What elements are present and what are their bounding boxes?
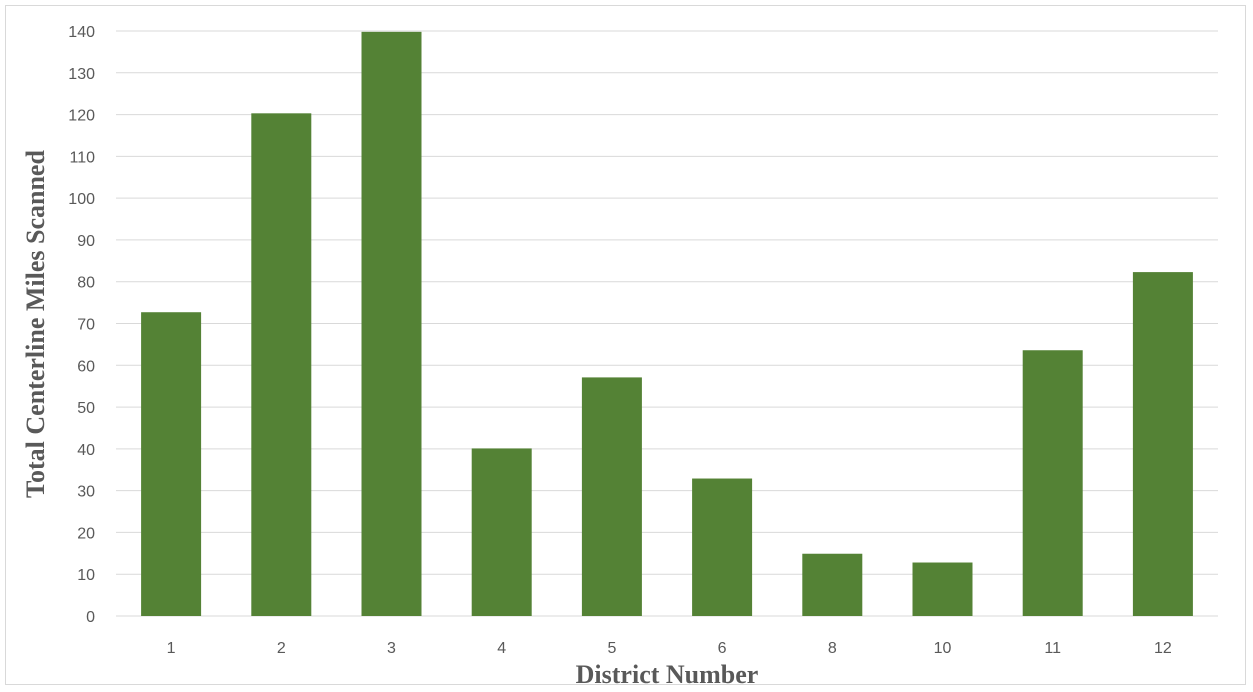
bar-district-11: [1022, 350, 1083, 616]
y-tick-label: 0: [86, 609, 95, 626]
x-tick-label: 4: [497, 640, 506, 657]
y-tick-label: 120: [68, 108, 95, 125]
y-tick-label: 80: [77, 275, 95, 292]
x-tick-label: 1: [167, 640, 176, 657]
x-tick-label: 6: [718, 640, 727, 657]
y-tick-label: 60: [77, 358, 95, 375]
x-tick-label: 12: [1154, 640, 1172, 657]
y-tick-label: 90: [77, 233, 95, 250]
y-tick-label: 140: [68, 24, 95, 41]
y-axis-title: Total Centerline Miles Scanned: [21, 150, 50, 498]
bar-district-10: [912, 562, 973, 616]
y-tick-label: 100: [68, 191, 95, 208]
y-tick-label: 40: [77, 442, 95, 459]
bar-district-3: [361, 31, 422, 617]
y-tick-label: 20: [77, 525, 95, 542]
x-tick-labels: 1 2 3 4 5 6 8 10 11 12: [167, 640, 1172, 657]
x-tick-label: 8: [828, 640, 837, 657]
y-tick-label: 130: [68, 66, 95, 83]
bar-district-8: [802, 553, 863, 616]
y-tick-label: 10: [77, 567, 95, 584]
y-tick-label: 110: [69, 149, 95, 166]
y-tick-label: 30: [77, 484, 95, 501]
x-tick-label: 10: [934, 640, 952, 657]
x-axis-title: District Number: [576, 660, 759, 689]
y-tick-labels: 0 10 20 30 40 50 60 70 80 90 100 110 120 130 140: [68, 24, 95, 626]
bar-district-1: [141, 312, 202, 616]
x-tick-label: 2: [277, 640, 286, 657]
y-tick-label: 70: [77, 317, 95, 334]
bar-district-2: [251, 113, 312, 616]
bar-district-5: [581, 377, 642, 616]
x-tick-label: 3: [387, 640, 396, 657]
bar-district-4: [471, 448, 532, 616]
x-tick-label: 5: [607, 640, 616, 657]
bars: [141, 31, 1193, 617]
bar-district-12: [1132, 272, 1193, 616]
y-tick-label: 50: [77, 400, 95, 417]
bar-district-6: [692, 478, 753, 616]
x-tick-label: 11: [1044, 640, 1061, 657]
